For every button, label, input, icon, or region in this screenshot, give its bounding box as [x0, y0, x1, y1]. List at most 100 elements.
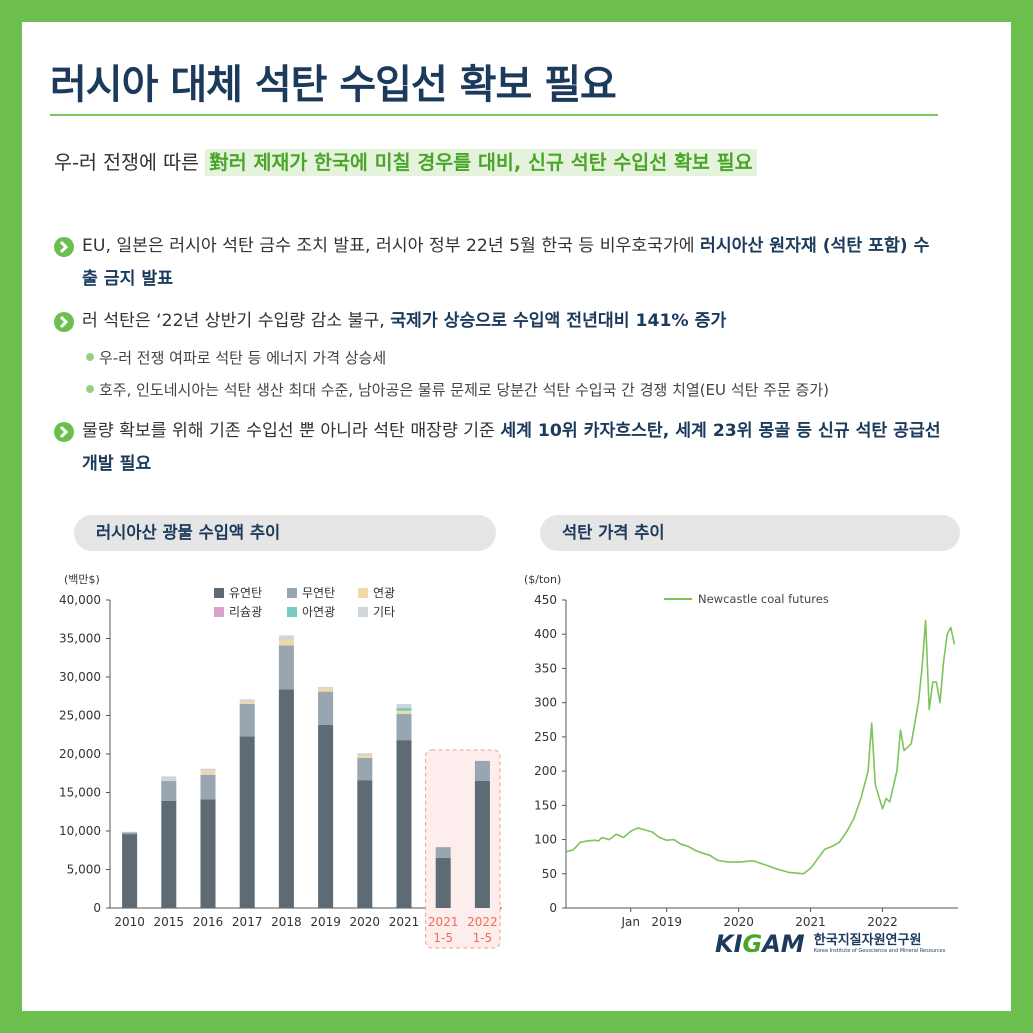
- bar-y-tick-label: 30,000: [59, 670, 101, 684]
- legend-label: 연광: [373, 586, 395, 600]
- bar-segment: [161, 800, 177, 908]
- arrow-right-icon: [54, 312, 74, 332]
- bar-segment: [396, 707, 412, 711]
- bullet-2: 러 석탄은 ‘22년 상반기 수입량 감소 불구, 국제가 상승으로 수입액 전…: [54, 305, 944, 338]
- line-x-tick-label: Jan: [620, 915, 640, 929]
- bar-segment: [200, 770, 216, 775]
- legend-label: 유연탄: [229, 586, 262, 600]
- line-x-tick-label: 2019: [651, 915, 682, 929]
- legend-swatch: [214, 607, 224, 617]
- legend-label: 기타: [373, 605, 395, 619]
- bar-segment: [122, 832, 138, 835]
- bar-y-tick-label: 35,000: [59, 632, 101, 646]
- line-x-tick-label: 2022: [867, 915, 898, 929]
- bar-segment: [435, 847, 451, 858]
- bar-segment: [161, 776, 177, 781]
- line-x-tick-label: 2020: [723, 915, 754, 929]
- bar-x-tick-label: 2017: [232, 915, 263, 929]
- line-y-tick-label: 450: [534, 593, 557, 607]
- bar-x-tick-label: 2022: [467, 915, 498, 929]
- legend-swatch: [214, 588, 224, 598]
- bar-segment: [239, 701, 255, 704]
- bar-segment: [474, 760, 490, 781]
- bar-segment: [278, 645, 294, 690]
- sub-bullet-2: 호주, 인도네시아는 석탄 생산 최대 수준, 남아공은 물류 문제로 당분간 …: [86, 379, 829, 400]
- line-legend-label: Newcastle coal futures: [698, 592, 829, 606]
- bar-segment: [200, 774, 216, 800]
- line-y-tick-label: 150: [534, 798, 557, 812]
- legend-label: 무연탄: [302, 586, 335, 600]
- bar-segment: [278, 640, 294, 646]
- bullet-1-text: EU, 일본은 러시아 석탄 금수 조치 발표, 러시아 정부 22년 5월 한…: [82, 236, 701, 256]
- bar-x-tick-label: 2019: [310, 915, 341, 929]
- intro-prefix: 우-러 전쟁에 따른: [54, 151, 206, 174]
- bar-segment: [357, 757, 373, 781]
- bar-y-tick-label: 5,000: [67, 863, 101, 877]
- coal-price-series-line: [565, 619, 956, 875]
- line-y-tick-label: 100: [534, 833, 557, 847]
- bar-segment: [161, 780, 177, 801]
- bar-segment: [318, 688, 334, 692]
- bar-y-axis-label: (백만$): [64, 573, 100, 586]
- sub-bullet-2-text: 호주, 인도네시아는 석탄 생산 최대 수준, 남아공은 물류 문제로 당분간 …: [99, 381, 829, 399]
- legend-swatch: [358, 588, 368, 598]
- bullet-dot-icon: [86, 352, 94, 361]
- bar-x-tick-label: 2020: [350, 915, 381, 929]
- bullet-1: EU, 일본은 러시아 석탄 금수 조치 발표, 러시아 정부 22년 5월 한…: [54, 230, 944, 296]
- bar-segment: [435, 857, 451, 908]
- bar-y-tick-label: 40,000: [59, 593, 101, 607]
- bar-segment: [318, 687, 334, 689]
- bar-segment: [357, 755, 373, 758]
- bar-segment: [122, 831, 138, 833]
- kigam-logo: KIGAM 한국지질자원연구원 Korea Institute of Geosci…: [715, 930, 945, 958]
- line-y-tick-label: 300: [534, 696, 557, 710]
- bar-segment: [122, 834, 138, 908]
- bar-segment: [318, 724, 334, 908]
- bar-segment: [357, 753, 373, 756]
- bar-segment: [239, 703, 255, 737]
- bar-x-tick-label: 2021: [389, 915, 420, 929]
- bullet-1-bold: 러시아산 원자재 (석탄 포함) 수출 금지 발표: [82, 236, 930, 289]
- legend-swatch: [287, 607, 297, 617]
- bullet-2-text: 러 석탄은 ‘22년 상반기 수입량 감소 불구,: [82, 311, 391, 331]
- line-x-tick-label: 2021: [795, 915, 826, 929]
- bar-segment: [396, 710, 412, 714]
- bar-y-tick-label: 20,000: [59, 747, 101, 761]
- bar-segment: [239, 736, 255, 908]
- title-divider: [50, 114, 938, 116]
- bar-segment: [318, 691, 334, 725]
- org-name-korean: 한국지질자원연구원: [813, 933, 922, 948]
- bar-x-tick-label: 2021: [428, 915, 459, 929]
- bar-segment: [474, 780, 490, 908]
- legend-swatch: [287, 588, 297, 598]
- bar-x-tick-label: 2010: [114, 915, 145, 929]
- bullet-3-text: 물량 확보를 위해 기존 수입선 뿐 아니라 석탄 매장량 기준: [82, 421, 501, 441]
- bar-x-tick-label: 2018: [271, 915, 302, 929]
- bar-y-tick-label: 0: [93, 901, 101, 915]
- bar-x-tick-label: 2016: [193, 915, 224, 929]
- legend-label: 리슘광: [229, 605, 262, 619]
- bar-y-tick-label: 10,000: [59, 824, 101, 838]
- bar-segment: [200, 768, 216, 771]
- bar-segment: [278, 689, 294, 908]
- line-y-tick-label: 200: [534, 764, 557, 778]
- bullet-dot-icon: [86, 384, 94, 393]
- bar-segment: [357, 780, 373, 908]
- sub-bullet-1: 우-러 전쟁 여파로 석탄 등 에너지 가격 상승세: [86, 347, 386, 368]
- bar-y-tick-label: 25,000: [59, 709, 101, 723]
- bar-x-tick-label: 1-5: [433, 931, 453, 945]
- arrow-right-icon: [54, 237, 74, 257]
- bar-segment: [278, 635, 294, 641]
- intro-highlight: 對러 제재가 한국에 미칠 경우를 대비, 신규 석탄 수입선 확보 필요: [205, 149, 757, 176]
- kigam-wordmark: KIGAM: [715, 930, 805, 958]
- legend-label: 아연광: [302, 605, 335, 619]
- arrow-right-icon: [54, 422, 74, 442]
- bar-segment: [239, 699, 255, 702]
- line-y-tick-label: 400: [534, 627, 557, 641]
- bar-y-tick-label: 15,000: [59, 786, 101, 800]
- page-title: 러시아 대체 석탄 수입선 확보 필요: [50, 62, 617, 108]
- bar-segment: [396, 713, 412, 741]
- legend-swatch: [358, 607, 368, 617]
